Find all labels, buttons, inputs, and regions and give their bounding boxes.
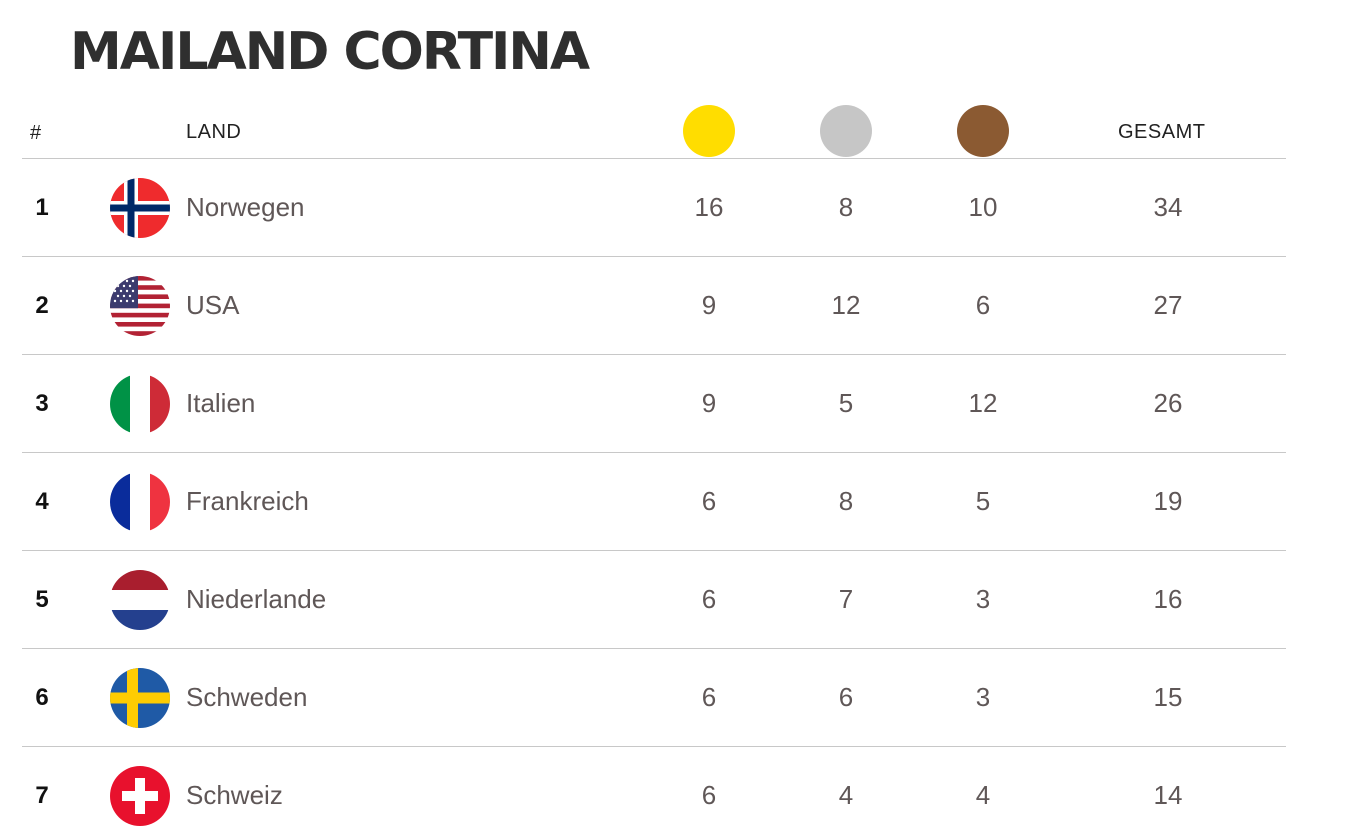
- sweden-flag-icon: [110, 668, 170, 728]
- rank-cell: 1: [35, 194, 49, 221]
- usa-flag-icon: [110, 276, 170, 336]
- total-count: 14: [1153, 780, 1183, 810]
- country-name: Niederlande: [186, 584, 327, 614]
- rank-cell: 5: [35, 586, 49, 613]
- gold-count: 9: [701, 290, 717, 320]
- total-count: 15: [1153, 682, 1183, 712]
- page-title: MAILAND CORTINA: [70, 22, 590, 82]
- bronze-count: 6: [975, 290, 991, 320]
- total-count: 16: [1153, 584, 1183, 614]
- table-header: # LAND GESAMT: [22, 104, 1286, 159]
- gold-count: 6: [701, 486, 717, 516]
- total-count: 26: [1153, 388, 1183, 418]
- bronze-count: 12: [968, 388, 998, 418]
- country-name: Schweiz: [186, 780, 283, 810]
- table-row[interactable]: 2: [22, 257, 1286, 355]
- silver-count: 7: [838, 584, 854, 614]
- italy-flag-icon: [110, 374, 170, 434]
- france-flag-icon: [110, 472, 170, 532]
- total-count: 19: [1153, 486, 1183, 516]
- total-count: 34: [1153, 192, 1183, 222]
- table-row[interactable]: 3 Italien 9 5 12 26: [22, 355, 1286, 453]
- bronze-medal-icon: [957, 105, 1009, 157]
- table-row[interactable]: 7 Schweiz 6 4 4 14: [22, 747, 1286, 838]
- table-row[interactable]: 1 Norwegen 16 8 10 34: [22, 159, 1286, 257]
- silver-count: 6: [838, 682, 854, 712]
- bronze-count: 10: [968, 192, 998, 222]
- table-row[interactable]: 5 Niederlande 6 7 3 16: [22, 551, 1286, 649]
- country-name: USA: [186, 290, 240, 320]
- netherlands-flag-icon: [110, 570, 170, 630]
- silver-count: 5: [838, 388, 854, 418]
- country-name: Frankreich: [186, 486, 309, 516]
- norway-flag-icon: [110, 178, 170, 238]
- silver-count: 8: [838, 192, 854, 222]
- gold-count: 9: [701, 388, 717, 418]
- bronze-count: 5: [975, 486, 991, 516]
- gold-count: 16: [694, 192, 724, 222]
- silver-count: 8: [838, 486, 854, 516]
- country-name: Italien: [186, 388, 256, 418]
- medal-table: # LAND GESAMT 1 Norwegen 16 8 10: [22, 104, 1286, 838]
- country-name: Norwegen: [186, 192, 305, 222]
- rank-cell: 4: [35, 488, 49, 515]
- table-row[interactable]: 6 Schweden 6 6 3 15: [22, 649, 1286, 747]
- rank-cell: 3: [35, 390, 49, 417]
- rank-cell: 2: [35, 292, 49, 319]
- bronze-count: 4: [975, 780, 991, 810]
- silver-count: 4: [838, 780, 854, 810]
- bronze-count: 3: [975, 682, 991, 712]
- country-name: Schweden: [186, 682, 308, 712]
- rank-cell: 7: [35, 782, 49, 809]
- gold-count: 6: [701, 584, 717, 614]
- table-row[interactable]: 4 Frankreich 6 8 5 19: [22, 453, 1286, 551]
- gold-count: 6: [701, 780, 717, 810]
- bronze-count: 3: [975, 584, 991, 614]
- total-column-header: GESAMT: [1118, 121, 1206, 143]
- rank-cell: 6: [35, 684, 49, 711]
- total-count: 27: [1153, 290, 1183, 320]
- gold-medal-icon: [683, 105, 735, 157]
- silver-count: 12: [831, 290, 861, 320]
- switzerland-flag-icon: [110, 766, 170, 826]
- silver-medal-icon: [820, 105, 872, 157]
- gold-count: 6: [701, 682, 717, 712]
- rank-column-header: #: [30, 122, 42, 144]
- country-column-header: LAND: [186, 121, 242, 143]
